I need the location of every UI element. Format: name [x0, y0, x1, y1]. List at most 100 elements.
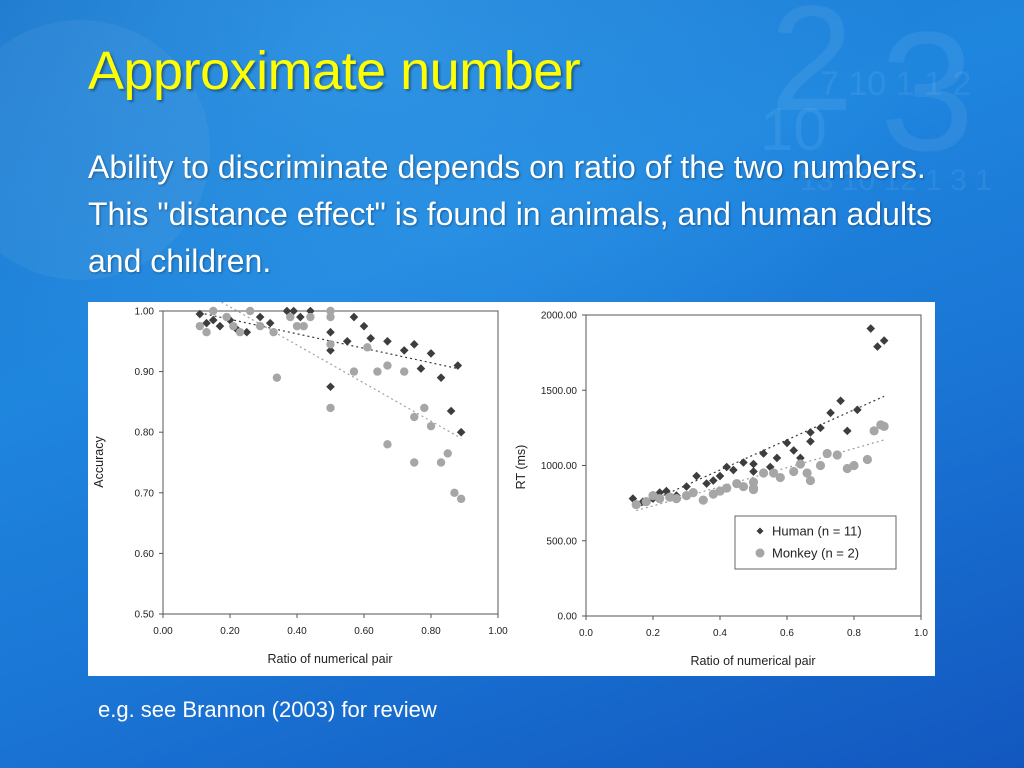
accuracy-point-diamond — [456, 427, 466, 437]
accuracy-point-circle — [202, 328, 211, 337]
svg-text:2: 2 — [770, 0, 853, 142]
rt-point-diamond — [692, 471, 701, 481]
accuracy-trendline-monkey — [220, 302, 462, 439]
accuracy-point-circle — [383, 361, 392, 370]
accuracy-point-diamond — [453, 361, 463, 370]
accuracy-point-circle — [292, 321, 302, 331]
accuracy-point-diamond — [306, 306, 315, 316]
rt-point-circle — [688, 487, 698, 498]
rt-y-tick-label: 1500.00 — [541, 386, 578, 397]
rt-x-tick-label: 1.0 — [914, 628, 928, 639]
accuracy-point-circle — [410, 458, 419, 467]
rt-legend-box — [734, 515, 897, 570]
rt-point-circle — [879, 421, 889, 431]
accuracy-point-diamond — [215, 321, 225, 331]
accuracy-point-circle — [255, 321, 265, 331]
rt-point-circle — [769, 468, 779, 478]
accuracy-y-tick-label: 0.50 — [135, 610, 155, 621]
rt-x-tick-label: 0.6 — [780, 628, 794, 639]
rt-point-diamond — [682, 482, 691, 491]
slide-title: Approximate number — [88, 41, 581, 101]
rt-point-diamond — [806, 428, 815, 437]
rt-point-circle — [698, 495, 708, 505]
accuracy-point-circle — [373, 367, 382, 376]
rt-x-tick-label: 0.4 — [713, 628, 727, 639]
accuracy-point-circle — [299, 321, 308, 331]
rt-point-circle — [869, 426, 879, 436]
accuracy-point-circle — [286, 312, 295, 322]
accuracy-plot-frame — [162, 310, 499, 615]
accuracy-point-diamond — [416, 364, 426, 373]
svg-text:7 10 1 1 2: 7 10 1 1 2 — [820, 65, 971, 103]
accuracy-point-circle — [209, 306, 218, 316]
rt-point-diamond — [722, 462, 731, 472]
rt-point-diamond — [772, 453, 782, 463]
accuracy-point-circle — [222, 312, 231, 322]
accuracy-point-circle — [456, 494, 466, 504]
rt-point-circle — [795, 459, 806, 469]
accuracy-x-tick-label: 0.40 — [287, 626, 307, 637]
rt-point-diamond — [879, 336, 889, 345]
accuracy-point-diamond — [208, 315, 218, 325]
rt-trendline-human — [636, 395, 885, 509]
rt-point-circle — [738, 481, 749, 492]
accuracy-point-circle — [349, 367, 359, 376]
accuracy-x-tick-label: 0.00 — [153, 626, 173, 637]
rt-x-tick-label: 0.2 — [646, 628, 660, 639]
accuracy-y-tick-label: 0.60 — [135, 549, 155, 560]
rt-point-diamond — [806, 437, 815, 446]
rt-point-circle — [832, 450, 842, 460]
accuracy-point-diamond — [326, 327, 335, 337]
rt-y-tick-label: 500.00 — [546, 536, 577, 547]
rt-y-axis-title: RT (ms) — [514, 445, 528, 490]
accuracy-point-circle — [235, 328, 245, 337]
accuracy-point-circle — [443, 449, 452, 458]
rt-point-circle — [748, 484, 759, 495]
rt-point-diamond — [765, 462, 775, 472]
accuracy-point-circle — [363, 343, 372, 352]
accuracy-point-diamond — [255, 312, 265, 322]
slide-body-text: Ability to discriminate depends on ratio… — [88, 149, 932, 279]
rt-point-circle — [849, 460, 859, 471]
accuracy-point-diamond — [326, 382, 335, 392]
accuracy-point-diamond — [409, 340, 419, 349]
rt-x-tick-label: 0.8 — [847, 628, 861, 639]
rt-point-diamond — [739, 458, 748, 467]
rt-point-circle — [789, 466, 799, 477]
rt-legend-label-human: Human (n = 11) — [772, 524, 862, 539]
accuracy-point-diamond — [426, 349, 436, 358]
accuracy-point-circle — [450, 488, 459, 497]
rt-point-circle — [862, 454, 873, 465]
accuracy-x-tick-label: 0.80 — [421, 626, 441, 637]
accuracy-chart: 0.00 0.20 0.40 0.60 0.80 1.00 0.50 0.60 0.70 0.80… — [92, 302, 508, 666]
accuracy-point-diamond — [399, 346, 409, 355]
accuracy-point-circle — [326, 403, 335, 413]
accuracy-y-axis-title: Accuracy — [92, 436, 106, 488]
accuracy-point-circle — [269, 328, 278, 337]
accuracy-point-diamond — [232, 324, 241, 334]
accuracy-point-circle — [420, 403, 429, 413]
rt-y-tick-label: 0.00 — [558, 612, 578, 623]
rt-point-diamond — [873, 342, 882, 351]
rt-x-tick-label: 0.0 — [579, 628, 593, 639]
rt-point-circle — [822, 448, 832, 459]
accuracy-point-diamond — [436, 373, 446, 382]
accuracy-point-circle — [272, 373, 282, 382]
rt-point-circle — [722, 483, 732, 493]
accuracy-point-diamond — [195, 309, 205, 319]
accuracy-point-diamond — [242, 327, 252, 337]
accuracy-y-tick-label: 1.00 — [135, 307, 155, 318]
accuracy-point-circle — [229, 321, 238, 331]
citation-caption: e.g. see Brannon (2003) for review — [98, 697, 437, 722]
rt-point-circle — [758, 468, 769, 478]
accuracy-x-tick-label: 1.00 — [488, 626, 508, 637]
accuracy-point-diamond — [349, 312, 359, 322]
rt-point-diamond — [866, 324, 876, 333]
accuracy-point-circle — [426, 421, 436, 431]
accuracy-point-circle — [306, 312, 315, 322]
rt-point-diamond — [836, 396, 845, 406]
rt-point-diamond — [709, 476, 718, 485]
rt-point-diamond — [789, 446, 798, 455]
rt-legend-marker-monkey — [755, 548, 765, 558]
rt-point-diamond — [782, 438, 792, 448]
